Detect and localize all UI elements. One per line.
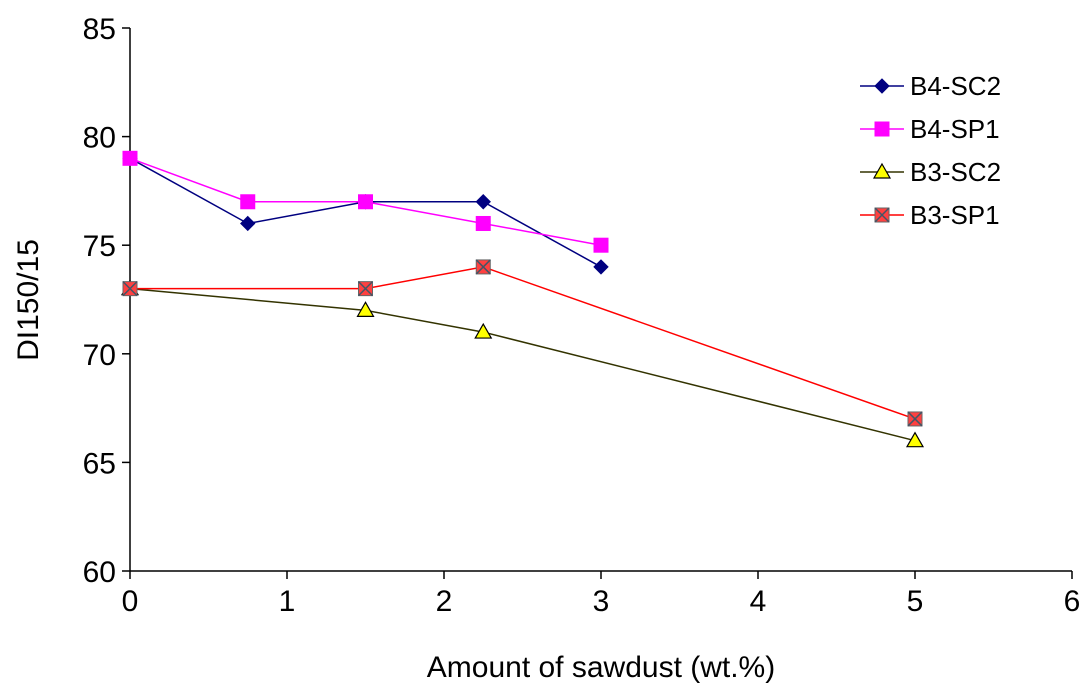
x-tick-label: 5: [907, 585, 924, 618]
data-point-square: [358, 194, 373, 210]
y-tick-label: 80: [83, 122, 116, 155]
legend-item-b4-sp1: B4-SP1: [860, 114, 1000, 144]
x-axis-title: Amount of sawdust (wt.%): [427, 651, 775, 684]
marker-cross-b: [357, 281, 374, 297]
y-axis-title: DI150/15: [12, 239, 45, 361]
data-point-square-x: [475, 259, 491, 275]
x-tick-label: 4: [750, 585, 767, 618]
legend: B4-SC2 B4-SP1 B3-SC2 B3-SP1: [860, 71, 1001, 230]
axes: 60 65 70 75 80 85 0 1 2 3 4 5 6: [83, 13, 1081, 618]
y-tick-label: 60: [83, 556, 116, 589]
data-point-square: [240, 194, 256, 210]
series-b3-sc2: [120, 279, 925, 448]
data-point-square: [593, 237, 609, 253]
legend-item-b3-sp1: B3-SP1: [860, 200, 1000, 230]
legend-label: B3-SP1: [910, 200, 1000, 230]
data-point-square: [874, 121, 890, 137]
marker-cross-b: [907, 411, 923, 427]
series-b4-sc2: [122, 150, 609, 275]
legend-label: B3-SC2: [910, 157, 1001, 187]
data-point-square-x: [907, 411, 923, 427]
series-line: [129, 157, 602, 268]
data-point-diamond: [593, 259, 609, 275]
series-line: [129, 287, 916, 442]
series-b4-sp1: [122, 150, 609, 253]
x-tick-label: 6: [1064, 585, 1081, 618]
y-tick-label: 75: [83, 230, 116, 263]
marker-cross-b: [874, 207, 890, 223]
data-point-square: [475, 215, 491, 231]
marker-cross-b: [122, 281, 138, 297]
data-point-triangle: [905, 431, 925, 448]
data-point-square: [122, 150, 138, 166]
data-point-triangle: [356, 301, 375, 317]
y-tick-label: 70: [83, 339, 116, 372]
y-tick-label: 65: [83, 447, 116, 480]
data-point-triangle: [872, 162, 892, 179]
x-tick-label: 3: [593, 585, 610, 618]
x-tick-label: 0: [122, 585, 139, 618]
data-point-diamond: [475, 194, 491, 210]
legend-label: B4-SC2: [910, 71, 1001, 101]
y-tick-label: 85: [83, 13, 116, 46]
x-tick-label: 1: [279, 585, 296, 618]
legend-item-b3-sc2: B3-SC2: [860, 157, 1001, 187]
series-b3-sp1: [122, 259, 923, 427]
data-point-diamond: [240, 215, 256, 232]
series-layer: [120, 150, 925, 448]
marker-cross-b: [475, 259, 491, 275]
series-line: [130, 266, 916, 420]
data-point-square-x: [122, 281, 138, 297]
data-point-square-x: [874, 207, 890, 223]
data-point-triangle: [474, 322, 493, 339]
data-point-square-x: [357, 281, 374, 297]
legend-label: B4-SP1: [910, 114, 1000, 144]
x-tick-label: 2: [436, 585, 453, 618]
legend-item-b4-sc2: B4-SC2: [860, 71, 1001, 101]
data-point-diamond: [874, 78, 890, 94]
